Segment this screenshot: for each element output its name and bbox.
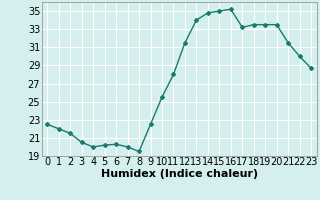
X-axis label: Humidex (Indice chaleur): Humidex (Indice chaleur) (100, 169, 258, 179)
